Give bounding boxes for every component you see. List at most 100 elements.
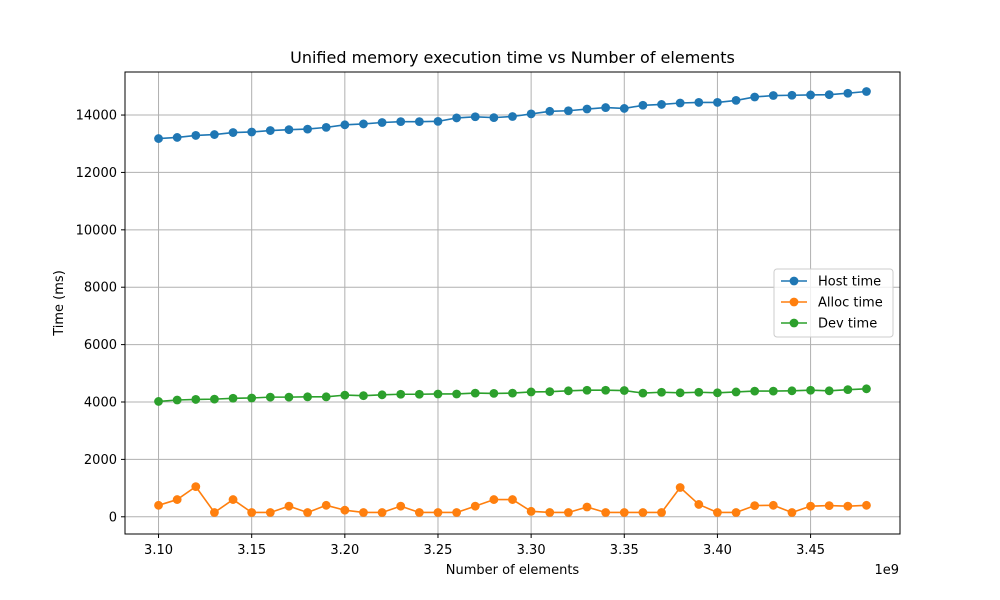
alloc-time-point xyxy=(247,508,257,517)
host-time-point xyxy=(750,92,760,102)
host-time-point xyxy=(508,112,517,121)
legend-label-host-time: Host time xyxy=(818,275,881,290)
dev-time-point xyxy=(750,386,760,396)
host-time-point xyxy=(787,90,797,100)
y-tick-label: 12000 xyxy=(76,166,117,181)
ticks: 3.10 3.15 3.20 3.25 3.30 3.35 3.40 3.45 0 2000 400… xyxy=(76,109,825,558)
alloc-time-point xyxy=(228,495,238,504)
dev-time-point xyxy=(619,386,629,395)
dev-time-point xyxy=(340,390,350,400)
alloc-time-point xyxy=(694,500,704,509)
alloc-time-point xyxy=(414,508,424,517)
host-time-point xyxy=(377,118,387,127)
host-time-point xyxy=(228,128,238,137)
host-time-series xyxy=(154,87,871,143)
dev-time-point xyxy=(433,389,443,399)
alloc-time-point xyxy=(582,502,592,512)
host-time-point xyxy=(657,100,666,109)
x-tick-label: 3.35 xyxy=(610,543,639,558)
host-time-point xyxy=(675,98,685,108)
alloc-time-point xyxy=(284,501,294,511)
legend-frame xyxy=(773,268,894,338)
alloc-time-point xyxy=(545,508,555,517)
dev-time-point xyxy=(377,390,387,400)
alloc-time-point xyxy=(489,495,499,504)
alloc-time-point xyxy=(265,508,275,517)
alloc-time-point xyxy=(768,500,778,510)
alloc-time-series xyxy=(154,482,871,517)
host-time-point xyxy=(265,126,275,135)
alloc-time-point xyxy=(470,501,480,511)
dev-time-point xyxy=(824,386,834,396)
chart-title: Unified memory execution time vs Number … xyxy=(290,48,735,67)
dev-time-point xyxy=(265,392,275,402)
x-tick-label: 3.40 xyxy=(703,543,732,558)
y-tick-label: 10000 xyxy=(76,223,117,238)
dev-time-point xyxy=(545,387,555,397)
alloc-time-point xyxy=(638,508,648,517)
x-tick-label: 3.45 xyxy=(796,543,825,558)
dev-time-point xyxy=(470,388,480,398)
alloc-time-point xyxy=(787,508,797,517)
y-tick-label: 14000 xyxy=(76,109,117,124)
dev-time-point xyxy=(414,389,424,399)
dev-time-point xyxy=(247,393,257,403)
alloc-time-point xyxy=(713,508,722,517)
dev-time-point xyxy=(396,389,406,399)
dev-time-point xyxy=(657,387,666,397)
x-tick-label: 3.20 xyxy=(330,543,359,558)
x-tick-label: 3.25 xyxy=(424,543,453,558)
alloc-time-point xyxy=(452,508,462,517)
alloc-time-point xyxy=(824,501,834,510)
dev-time-point xyxy=(675,388,685,398)
dev-time-point xyxy=(452,389,462,399)
legend: Host time Alloc time Dev time xyxy=(773,268,894,338)
dev-time-point xyxy=(303,392,312,402)
dev-time-point xyxy=(601,385,611,395)
host-time-point xyxy=(601,103,611,112)
alloc-time-point xyxy=(526,506,536,516)
legend-entry-host-time: Host time xyxy=(781,275,881,290)
host-time-point xyxy=(191,131,201,140)
dev-time-point xyxy=(526,387,536,397)
host-time-point xyxy=(303,124,312,134)
host-time-point xyxy=(359,119,368,129)
host-time-point xyxy=(806,90,815,100)
x-tick-label: 3.30 xyxy=(517,543,546,558)
x-axis-label: Number of elements xyxy=(446,563,580,578)
dev-time-point xyxy=(787,386,797,396)
dev-time-point xyxy=(321,392,331,402)
x-axis-offset-label: 1e9 xyxy=(874,563,899,578)
host-time-point xyxy=(470,112,480,122)
alloc-time-point xyxy=(433,508,443,517)
dev-time-point xyxy=(862,384,871,394)
host-time-point xyxy=(563,106,573,116)
host-time-point xyxy=(824,90,834,100)
y-axis-label: Time (ms) xyxy=(52,270,67,337)
legend-marker-alloc-time xyxy=(789,297,799,307)
host-time-point xyxy=(694,98,704,107)
host-time-point xyxy=(247,127,257,137)
host-time-point xyxy=(843,88,853,98)
plot-frame xyxy=(124,71,901,535)
dev-time-point xyxy=(713,388,722,398)
dev-time-point xyxy=(843,385,853,395)
alloc-time-point xyxy=(862,500,871,510)
host-time-point xyxy=(619,104,629,113)
legend-marker-host-time xyxy=(789,276,799,286)
series-layer xyxy=(154,87,871,517)
legend-entry-alloc-time: Alloc time xyxy=(781,296,883,311)
y-tick-label: 6000 xyxy=(84,338,117,353)
y-tick-label: 4000 xyxy=(84,396,117,411)
dev-time-point xyxy=(806,385,815,395)
dev-time-point xyxy=(210,394,219,404)
dev-time-point xyxy=(191,395,201,404)
host-time-point xyxy=(172,133,182,142)
alloc-time-point xyxy=(563,508,573,517)
host-time-point xyxy=(526,109,536,119)
alloc-time-point xyxy=(377,508,387,517)
legend-entry-dev-time: Dev time xyxy=(781,317,877,332)
dev-time-point xyxy=(154,397,163,406)
y-tick-label: 0 xyxy=(109,510,117,525)
